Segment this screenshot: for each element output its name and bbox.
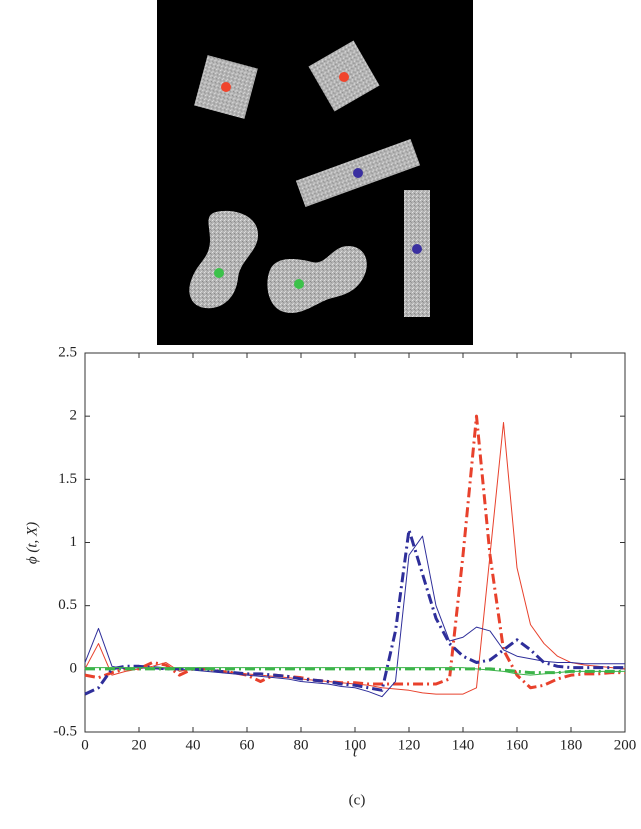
- blob-object: [189, 210, 258, 309]
- y-tick-label: 2: [70, 408, 78, 424]
- x-tick-label: 0: [81, 737, 89, 753]
- series-line: [84, 535, 625, 698]
- centroid-dot: [294, 279, 304, 289]
- x-tick-label: 100: [344, 737, 367, 753]
- y-axis-label: ϕ (t, X): [24, 522, 40, 564]
- centroid-dot: [412, 244, 422, 254]
- x-tick-label: 200: [614, 737, 637, 753]
- y-tick-label: 1.5: [58, 471, 77, 487]
- series-line: [84, 414, 625, 690]
- centroid-dot: [221, 82, 231, 92]
- y-tick-label: 1: [70, 534, 78, 550]
- series-line: [85, 667, 625, 675]
- centroid-dot: [353, 168, 363, 178]
- scene-image: [157, 0, 473, 345]
- centroid-dot: [214, 268, 224, 278]
- y-tick-label: 2.5: [58, 344, 77, 360]
- line-chart: t ϕ (t, X) (c) 0 20 40 60 80 100 120 140 160 180 2…: [24, 344, 636, 808]
- figure-caption: (c): [349, 792, 366, 808]
- blob-object: [267, 246, 367, 313]
- x-axis-label: t: [353, 744, 358, 760]
- x-tick-label: 180: [560, 737, 583, 753]
- y-tick-label: 0: [70, 660, 78, 676]
- y-tick-label: 0.5: [58, 597, 77, 613]
- plot-frame: [84, 352, 626, 733]
- x-tick-label: 80: [294, 737, 309, 753]
- y-tick-label: -0.5: [53, 723, 77, 739]
- x-tick-label: 20: [132, 737, 147, 753]
- x-tick-label: 140: [452, 737, 475, 753]
- series-line: [84, 421, 626, 695]
- x-tick-label: 120: [398, 737, 421, 753]
- x-tick-label: 160: [506, 737, 529, 753]
- x-tick-label: 60: [240, 737, 255, 753]
- centroid-dot: [339, 72, 349, 82]
- x-tick-label: 40: [186, 737, 201, 753]
